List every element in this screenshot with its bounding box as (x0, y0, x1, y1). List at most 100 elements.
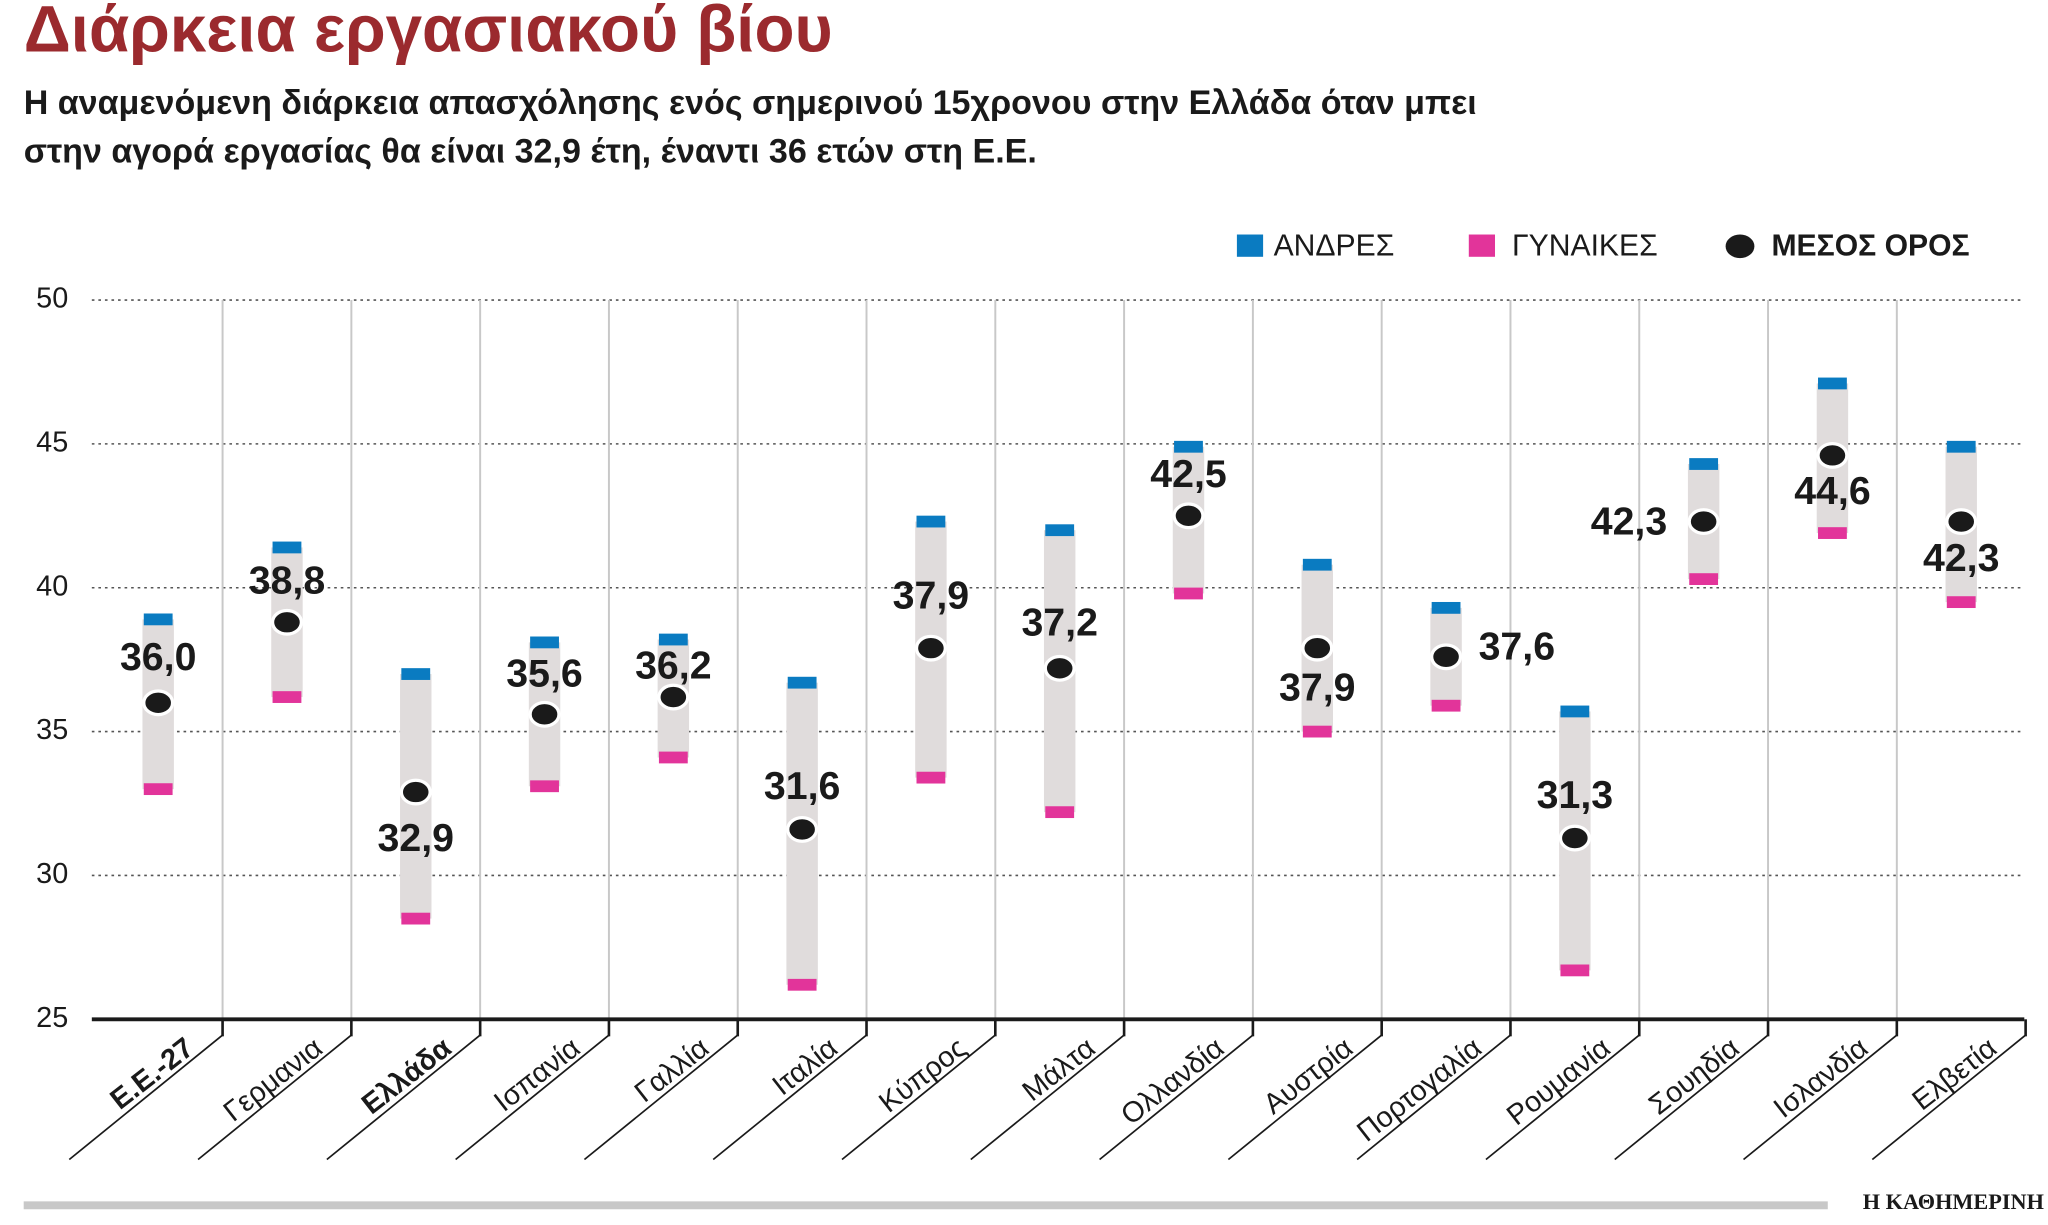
women-marker (916, 771, 946, 784)
label-divider (970, 1034, 1125, 1161)
y-tick-label: 35 (36, 714, 68, 746)
men-marker (1302, 558, 1332, 571)
women-marker (1818, 527, 1847, 539)
value-label: 35,6 (506, 652, 582, 696)
label-divider (1356, 1034, 1511, 1161)
women-marker (1431, 699, 1461, 712)
women-marker (1946, 596, 1976, 609)
women-marker (1689, 573, 1719, 586)
x-tick-label: Ιταλία (767, 1032, 844, 1102)
women-marker (1174, 587, 1203, 600)
x-tick-label: Πορτογαλία (1351, 1032, 1488, 1149)
average-dot (1430, 643, 1463, 671)
average-dot (1043, 654, 1076, 682)
value-label: 44,6 (1794, 469, 1870, 513)
average-dot (1687, 508, 1720, 535)
x-tick-label: Ρουμανία (1501, 1032, 1617, 1132)
average-dot (1816, 441, 1849, 469)
x-tick-label: Ισλανδία (1768, 1032, 1874, 1125)
y-tick-label: 50 (36, 283, 68, 315)
men-marker (1818, 377, 1847, 390)
label-divider (1871, 1034, 2027, 1161)
y-tick-label: 30 (36, 858, 68, 890)
men-marker (1689, 458, 1719, 470)
y-tick-label: 45 (36, 426, 68, 458)
chart-subtitle: Η αναμενόμενη διάρκεια απασχόλησης ενός … (24, 84, 1477, 122)
legend-label: ΑΝΔΡΕΣ (1274, 230, 1395, 263)
men-marker (1045, 524, 1075, 537)
women-marker (787, 978, 817, 991)
men-marker (272, 541, 302, 554)
women-marker (530, 780, 559, 793)
x-tick-label: Ελβετία (1906, 1032, 2003, 1117)
men-marker (787, 676, 817, 689)
average-dot (1172, 502, 1205, 530)
x-tick-label: Αυστρία (1258, 1032, 1359, 1121)
average-dot (657, 683, 690, 711)
legend-swatch (1468, 234, 1496, 257)
legend-label: ΜΕΣΟΣ ΟΡΟΣ (1771, 230, 1969, 263)
label-divider (197, 1034, 352, 1161)
label-divider (1743, 1034, 1898, 1161)
men-marker (916, 515, 946, 528)
chart-title: Διάρκεια εργασιακού βίου (24, 0, 833, 65)
women-marker (272, 691, 302, 703)
x-tick-label: Κύπρος (873, 1032, 972, 1119)
legend-label: ΓΥΝΑΙΚΕΣ (1512, 230, 1658, 263)
men-marker (143, 613, 173, 626)
men-marker (1946, 440, 1976, 453)
average-dot (528, 700, 561, 728)
y-tick-label: 40 (36, 570, 68, 602)
label-divider (1099, 1034, 1254, 1161)
women-marker (1302, 725, 1332, 738)
women-marker (401, 912, 431, 925)
value-label: 37,9 (893, 574, 969, 618)
average-dot (142, 689, 175, 717)
y-tick-label: 25 (36, 1002, 68, 1034)
women-marker (1560, 964, 1590, 977)
average-dot (1558, 824, 1591, 852)
label-divider (841, 1034, 996, 1161)
x-tick-label: Μάλτα (1017, 1032, 1102, 1108)
average-dot (914, 634, 947, 662)
x-tick-label: Ελλάδα (356, 1032, 458, 1121)
legend-swatch (1236, 234, 1264, 257)
value-label: 42,5 (1150, 452, 1226, 496)
women-marker (143, 783, 173, 796)
average-dot (1301, 634, 1334, 662)
label-divider (326, 1034, 481, 1161)
value-label: 37,2 (1021, 600, 1097, 644)
label-divider (1614, 1034, 1769, 1161)
x-tick-label: Ολλανδία (1115, 1032, 1230, 1132)
value-label: 32,9 (378, 816, 454, 860)
label-divider (68, 1034, 224, 1161)
value-label: 42,3 (1923, 536, 1999, 580)
label-divider (1485, 1034, 1640, 1161)
men-marker (1431, 601, 1461, 614)
x-tick-label: Σουηδία (1643, 1032, 1745, 1122)
value-label: 42,3 (1591, 500, 1667, 544)
value-label: 38,8 (249, 558, 325, 602)
label-divider (455, 1034, 610, 1161)
legend-swatch (1725, 234, 1755, 259)
x-tick-label: Ισπανία (488, 1032, 586, 1118)
source: Η ΚΑΘΗΜΕΡΙΝΗ (1863, 1189, 2044, 1214)
women-marker (1045, 806, 1075, 819)
average-dot (399, 778, 432, 806)
men-marker (658, 633, 688, 646)
average-dot (270, 608, 304, 636)
label-divider (583, 1034, 739, 1161)
label-divider (1227, 1034, 1383, 1161)
value-label: 31,3 (1537, 773, 1613, 817)
men-marker (1560, 705, 1590, 718)
value-label: 37,9 (1279, 665, 1355, 709)
men-marker (401, 668, 431, 680)
women-marker (658, 751, 688, 764)
x-tick-label: Ε.Ε.-27 (105, 1032, 200, 1116)
label-divider (712, 1034, 868, 1161)
men-marker (530, 636, 559, 649)
value-label: 36,0 (120, 635, 196, 679)
average-dot (1945, 508, 1978, 535)
